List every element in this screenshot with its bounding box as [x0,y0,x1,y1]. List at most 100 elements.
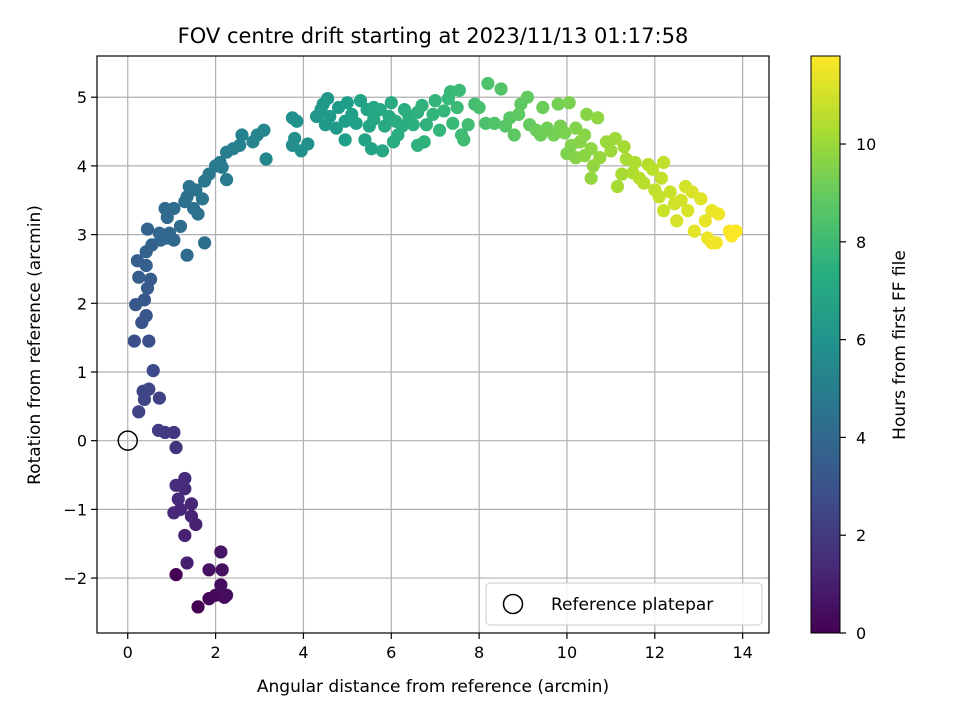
data-point [178,528,192,543]
data-point [637,176,651,190]
x-tick-label: 4 [298,643,308,662]
data-point [386,135,401,149]
data-point [512,107,526,121]
data-point [367,112,381,126]
data-point [577,149,592,163]
data-point [151,423,166,437]
data-point [406,118,420,132]
data-point [472,100,486,115]
data-point [202,563,216,577]
data-point [419,118,434,132]
data-point [646,162,660,176]
data-point [129,298,143,312]
data-point [681,203,695,218]
data-point [215,563,229,577]
data-point [195,192,210,206]
x-tick-label: 6 [386,643,396,662]
data-point [162,226,177,240]
data-point [169,478,183,492]
data-point [152,391,166,405]
legend-box [485,582,763,626]
data-point [130,254,145,268]
data-point [171,492,185,506]
data-point [654,171,668,185]
data-point [349,116,363,130]
data-point [167,506,181,520]
data-point [338,133,352,147]
data-point [169,440,183,455]
data-point [558,126,572,140]
data-point [213,155,227,170]
grid-lines [97,56,769,633]
data-point [233,138,247,152]
data-point [674,193,688,207]
data-point [656,203,671,218]
y-tick-label: 5 [77,88,87,107]
data-point [182,179,196,194]
data-point [180,248,194,262]
data-point [169,568,183,582]
data-point [610,179,625,194]
data-point [320,91,335,106]
data-point [132,270,146,284]
colorbar-tick-label: 2 [856,526,866,545]
data-point [428,94,442,108]
y-tick-label: 4 [77,157,87,176]
data-point [191,207,205,221]
data-point [384,96,398,110]
x-tick-label: 12 [645,643,665,662]
data-point [432,123,447,137]
data-point [562,96,576,110]
colorbar: 0 2 4 6 8 10 Hours from first FF file [810,55,910,643]
data-point [446,116,460,130]
data-point [158,201,172,216]
data-point [259,152,273,166]
legend-entry-reference: Reference platepar [551,595,713,615]
data-point [551,97,565,111]
x-tick-label: 10 [557,643,577,662]
x-axis-label: Angular distance from reference (arcmin) [257,677,609,697]
colorbar-ticks: 0 2 4 6 8 10 [840,135,876,643]
data-point [257,123,271,137]
colorbar-tick-label: 10 [856,135,876,154]
data-point [577,128,592,142]
data-point [290,114,304,128]
data-point [411,138,425,152]
data-point [698,214,712,228]
data-point [340,96,354,110]
data-point [139,309,153,323]
data-point [323,109,337,124]
data-point [584,171,598,185]
data-point [663,185,677,199]
y-tick-label: 3 [77,226,87,245]
data-point [709,236,723,250]
data-point [591,111,605,125]
data-point [140,222,155,236]
data-point [219,173,234,187]
data-point [520,90,535,104]
data-point [687,224,701,238]
data-point [152,226,166,240]
data-point [132,405,146,419]
data-point [580,107,594,121]
data-point [415,98,429,113]
data-point [184,497,199,511]
data-point [615,167,629,181]
data-point [437,104,451,118]
chart-title: FOV centre drift starting at 2023/11/13 … [178,24,689,48]
data-point [235,128,249,142]
data-point [694,192,708,206]
colorbar-tick-label: 4 [856,428,866,447]
data-point [670,214,684,228]
y-axis-ticks: −2 −1 0 1 2 3 4 5 [63,88,97,588]
data-points [127,76,743,614]
data-point [180,556,194,570]
plot-frame [96,55,770,634]
y-axis-label: Rotation from reference (arcmin) [25,205,45,485]
x-tick-label: 14 [732,643,752,662]
x-tick-label: 8 [474,643,484,662]
data-point [593,151,607,165]
data-point [143,272,158,286]
data-point [426,107,440,121]
